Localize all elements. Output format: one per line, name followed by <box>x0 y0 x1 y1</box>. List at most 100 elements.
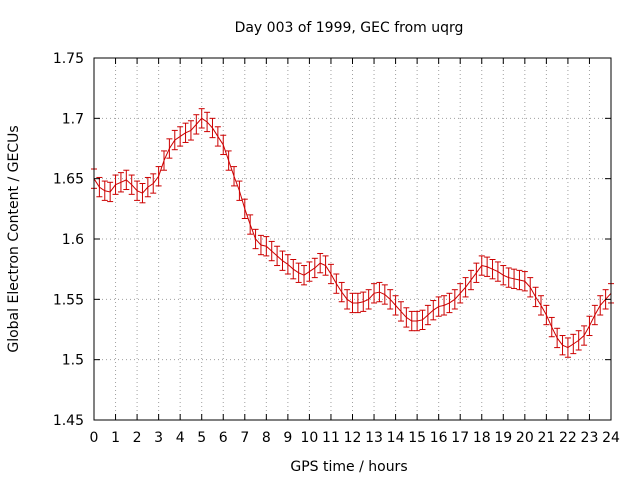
x-tick-label: 15 <box>408 430 426 446</box>
error-bar <box>155 166 162 187</box>
y-tick-label: 1.65 <box>53 172 84 188</box>
x-tick-label: 8 <box>262 430 271 446</box>
error-bar <box>263 236 270 257</box>
error-bar <box>107 181 114 203</box>
error-bar <box>376 281 383 303</box>
error-bar <box>177 126 184 147</box>
error-bar <box>484 256 491 277</box>
error-bar <box>570 333 577 355</box>
error-bar <box>451 289 458 310</box>
error-bar <box>236 180 243 201</box>
error-bar <box>150 173 157 194</box>
x-tick-label: 9 <box>283 430 292 446</box>
y-tick-label: 1.5 <box>62 353 84 369</box>
tick-layer <box>93 57 612 421</box>
x-tick-label: 2 <box>133 430 142 446</box>
error-bar <box>597 295 604 316</box>
x-tick-label: 19 <box>494 430 512 446</box>
data-layer <box>91 108 614 358</box>
x-tick-label: 12 <box>344 430 362 446</box>
x-tick-label: 18 <box>473 430 491 446</box>
error-bar <box>511 268 518 289</box>
error-bar <box>516 269 523 291</box>
error-bar <box>220 134 227 156</box>
error-bar <box>123 169 130 191</box>
error-bar <box>537 295 544 316</box>
error-bar <box>457 283 464 304</box>
y-tick-label: 1.6 <box>62 232 84 248</box>
error-bar <box>198 108 205 129</box>
y-tick-label: 1.75 <box>53 51 84 67</box>
error-bar <box>117 172 124 193</box>
x-tick-label: 16 <box>430 430 448 446</box>
error-bar <box>500 265 507 286</box>
error-bar <box>381 284 388 305</box>
x-tick-label: 20 <box>516 430 534 446</box>
error-bar <box>322 255 329 276</box>
error-bar <box>139 182 146 204</box>
error-bar <box>354 292 361 314</box>
x-tick-label: 5 <box>197 430 206 446</box>
error-bar <box>333 273 340 294</box>
error-bar <box>365 289 372 310</box>
tick-label-layer: 0 1 2 3 4 5 6 7 8 9 10 11 12 13 14 15 16 17 18 19 20 21 22 23 24… <box>53 51 620 446</box>
error-bar <box>564 337 571 358</box>
error-bar <box>430 300 437 321</box>
x-tick-label: 4 <box>176 430 185 446</box>
error-bar <box>397 301 404 322</box>
error-bar <box>414 310 421 332</box>
chart-title: Day 003 of 1999, GEC from uqrg <box>235 20 464 36</box>
x-tick-label: 0 <box>90 430 99 446</box>
error-bar <box>252 228 259 250</box>
y-tick-label: 1.7 <box>62 111 84 127</box>
error-bar <box>403 307 410 328</box>
x-tick-label: 1 <box>111 430 120 446</box>
error-bar <box>473 262 480 283</box>
x-tick-label: 11 <box>322 430 340 446</box>
error-bar <box>327 263 334 285</box>
grid-layer <box>94 58 611 420</box>
x-tick-label: 17 <box>451 430 469 446</box>
error-bar <box>317 252 324 274</box>
series-line <box>93 117 612 349</box>
error-bar <box>527 277 534 298</box>
error-bar <box>193 114 200 135</box>
x-tick-label: 14 <box>387 430 405 446</box>
error-bar <box>171 129 178 151</box>
error-bar <box>446 292 453 314</box>
error-bar <box>161 150 168 171</box>
error-bar <box>101 180 108 201</box>
error-bar <box>521 271 528 292</box>
error-bar <box>96 176 103 198</box>
error-bar <box>575 330 582 351</box>
error-bar <box>548 316 555 338</box>
error-bar <box>301 265 308 286</box>
x-tick-label: 21 <box>537 430 555 446</box>
error-bar <box>247 214 254 235</box>
error-bar <box>387 289 394 310</box>
error-bar <box>554 327 561 349</box>
error-bar <box>241 198 248 219</box>
error-bar <box>268 240 275 262</box>
error-bar <box>182 122 189 143</box>
y-tick-label: 1.45 <box>53 413 84 429</box>
error-bar <box>543 304 550 326</box>
error-bar <box>284 254 291 275</box>
error-bar <box>214 126 221 147</box>
error-bar <box>467 269 474 291</box>
error-bar <box>225 150 232 171</box>
x-tick-label: 6 <box>219 430 228 446</box>
error-bar <box>581 325 588 346</box>
x-tick-label: 23 <box>581 430 599 446</box>
error-bar <box>505 267 512 288</box>
x-tick-label: 22 <box>559 430 577 446</box>
error-bar <box>349 292 356 314</box>
error-bar <box>344 289 351 310</box>
error-bar <box>231 166 238 187</box>
error-bar <box>112 174 119 195</box>
x-tick-label: 7 <box>240 430 249 446</box>
error-bar <box>494 261 501 282</box>
error-bar <box>586 315 593 337</box>
error-bar <box>279 250 286 271</box>
